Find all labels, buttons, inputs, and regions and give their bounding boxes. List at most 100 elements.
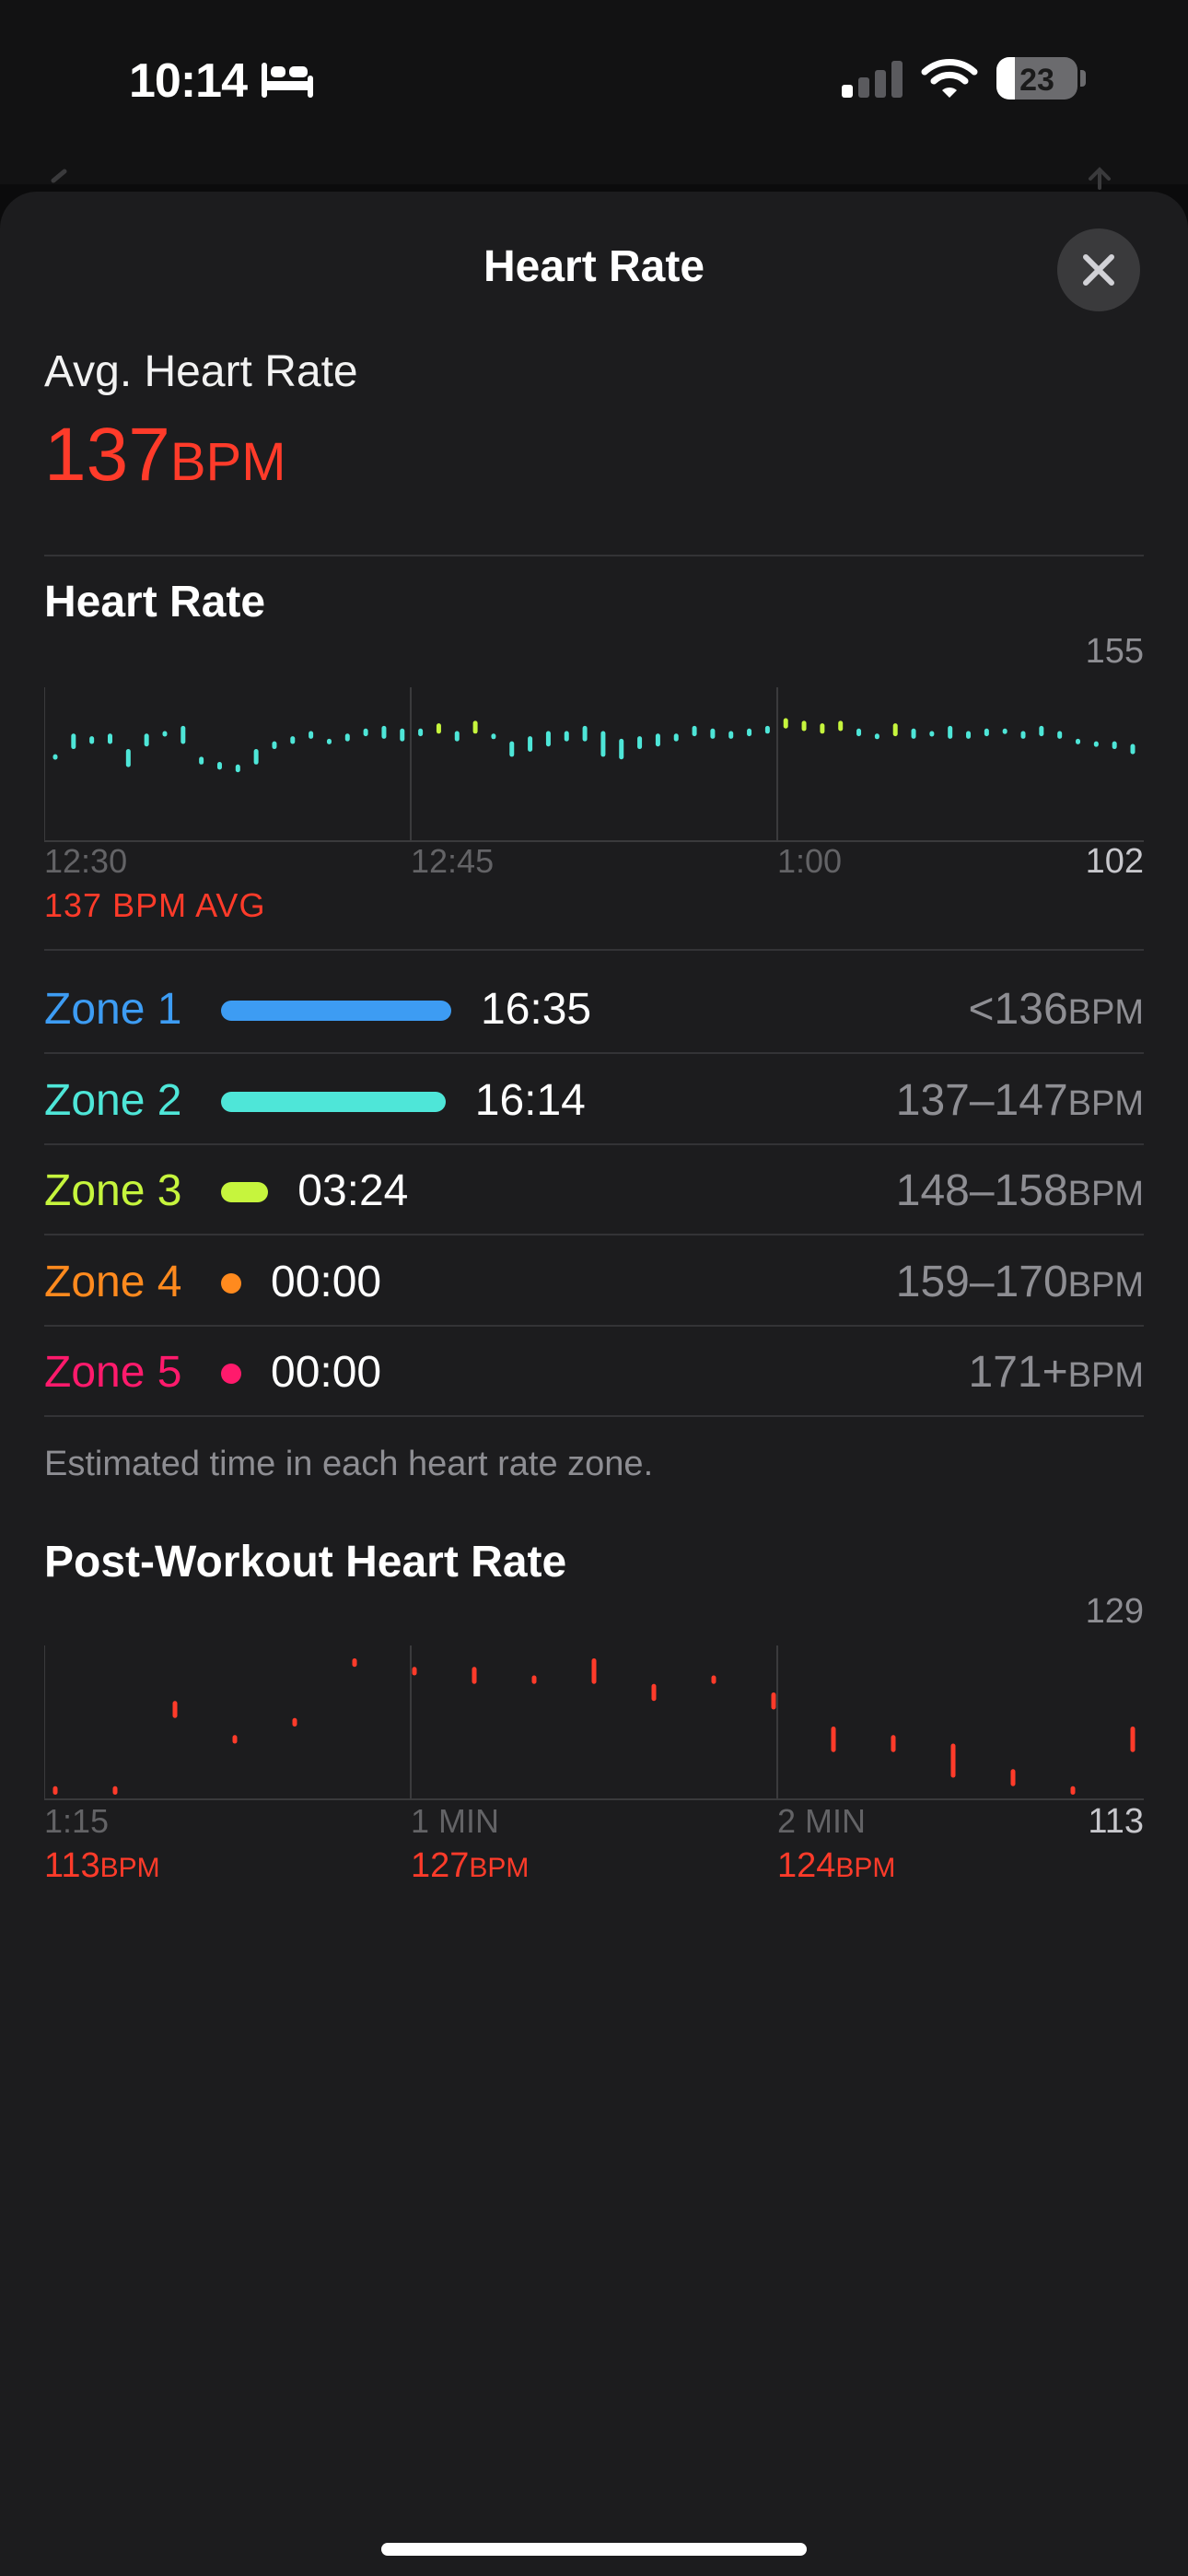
post-workout-bar — [112, 1786, 118, 1795]
divider — [44, 555, 1144, 556]
zone-range: 137–147BPM — [896, 1075, 1144, 1126]
home-indicator[interactable] — [381, 2543, 807, 2556]
battery-level: 23 — [1019, 63, 1054, 98]
zone-time: 16:35 — [481, 985, 592, 1034]
heart-rate-sheet: Heart Rate Avg. Heart Rate 137BPM Heart … — [0, 192, 1188, 2576]
heart-rate-bar — [400, 728, 405, 742]
heart-rate-bar — [600, 731, 606, 757]
post-workout-bar — [232, 1735, 238, 1744]
post-workout-bar — [1070, 1786, 1076, 1795]
heart-rate-bar — [326, 738, 332, 744]
heart-rate-bar — [454, 731, 460, 742]
post-reading-3-unit: BPM — [835, 1853, 896, 1883]
post-reading-1-unit: BPM — [99, 1853, 160, 1883]
zone-name: Zone 2 — [44, 1075, 182, 1125]
post-reading-2-unit: BPM — [469, 1853, 530, 1883]
zone-range: <136BPM — [969, 984, 1144, 1035]
avg-heart-rate-label: Avg. Heart Rate — [44, 347, 358, 396]
divider — [44, 949, 1144, 951]
heart-rate-bar — [216, 762, 222, 770]
heart-rate-bar — [71, 733, 76, 750]
post-workout-bar — [172, 1701, 178, 1718]
heart-rate-bar — [381, 725, 387, 739]
post-workout-bar — [651, 1683, 657, 1702]
heart-rate-bar — [363, 728, 368, 737]
post-workout-bar — [1010, 1769, 1016, 1786]
post-x-tick-115: 1:15 — [44, 1802, 110, 1840]
close-icon — [1083, 254, 1114, 286]
heart-rate-bar — [235, 764, 240, 773]
post-workout-bar — [591, 1658, 597, 1684]
zone-range: 171+BPM — [969, 1347, 1144, 1398]
zone-time: 16:14 — [474, 1075, 586, 1125]
post-reading-3: 124BPM — [777, 1846, 895, 1886]
heart-rate-bar — [144, 733, 149, 747]
heart-rate-bar — [764, 725, 770, 734]
heart-rate-chart — [44, 687, 1144, 842]
zone-name: Zone 5 — [44, 1348, 182, 1397]
wifi-icon — [921, 57, 978, 104]
post-reading-1-value: 113 — [44, 1846, 100, 1885]
heart-rate-bar — [655, 733, 660, 747]
battery-icon: 23 — [996, 57, 1077, 100]
heart-rate-bar — [838, 720, 844, 732]
post-workout-bar — [891, 1735, 896, 1752]
zone-bar — [221, 1272, 241, 1294]
post-reading-2-value: 127 — [411, 1846, 470, 1885]
heart-rate-bar — [1057, 731, 1063, 739]
post-x-tick-2min: 2 MIN — [777, 1802, 867, 1840]
avg-heart-rate-value: 137BPM — [44, 409, 286, 509]
post-workout-bar — [472, 1667, 477, 1684]
zone-name: Zone 1 — [44, 985, 182, 1034]
post-reading-2: 127BPM — [411, 1846, 529, 1886]
heart-rate-bar — [801, 720, 807, 732]
status-time: 10:14 — [129, 54, 248, 108]
heart-rate-bar — [107, 733, 112, 744]
zone-range-value: 148–158 — [895, 1166, 1068, 1215]
zones-caption: Estimated time in each heart rate zone. — [44, 1445, 654, 1483]
heart-rate-bar — [290, 736, 296, 744]
heart-rate-bar — [564, 731, 569, 742]
battery-fill — [996, 57, 1016, 100]
battery-cap — [1080, 70, 1086, 87]
zone-range: 159–170BPM — [896, 1257, 1144, 1307]
zone-range-unit: BPM — [1067, 1265, 1144, 1305]
heart-rate-bar — [966, 731, 972, 739]
background-nav-hint — [0, 166, 1188, 203]
heart-rate-bar — [125, 749, 131, 767]
heart-rate-bar — [1039, 725, 1044, 737]
post-workout-bar — [711, 1675, 716, 1684]
close-button[interactable] — [1057, 228, 1140, 311]
zone-row: Zone 4 00:00 159–170BPM — [44, 1236, 1144, 1327]
post-workout-bar — [831, 1727, 836, 1752]
status-bar: 10:14 23 — [0, 0, 1188, 190]
heart-rate-bar — [1020, 731, 1026, 739]
heart-rate-bar — [491, 733, 496, 740]
divider — [44, 1415, 1144, 1417]
zone-time: 00:00 — [271, 1257, 382, 1306]
heart-rate-bar — [820, 723, 825, 734]
zone-time: 00:00 — [271, 1348, 382, 1397]
heart-rate-bar — [856, 728, 862, 737]
heart-rate-bar — [911, 728, 916, 739]
divider — [44, 1142, 1144, 1145]
avg-value-unit: BPM — [169, 432, 286, 492]
post-workout-bar — [292, 1717, 297, 1727]
heart-rate-bar — [1076, 738, 1081, 744]
post-workout-bar — [352, 1658, 357, 1668]
zone-row: Zone 5 00:00 171+BPM — [44, 1327, 1144, 1417]
post-workout-bar — [531, 1675, 537, 1684]
zone-range-unit: BPM — [1067, 1356, 1144, 1395]
zone-row: Zone 2 16:14 137–147BPM — [44, 1055, 1144, 1145]
divider — [44, 1052, 1144, 1054]
heart-rate-bar — [783, 718, 788, 729]
heart-rate-bar — [181, 725, 186, 744]
hr-avg-label: 137 BPM AVG — [44, 886, 266, 924]
divider — [44, 1234, 1144, 1235]
heart-rate-bar — [253, 749, 259, 765]
post-workout-bar — [52, 1786, 58, 1795]
post-workout-chart — [44, 1645, 1144, 1800]
heart-rate-bar — [344, 733, 350, 742]
heart-rate-bar — [1002, 728, 1007, 734]
zone-row: Zone 3 03:24 148–158BPM — [44, 1145, 1144, 1235]
